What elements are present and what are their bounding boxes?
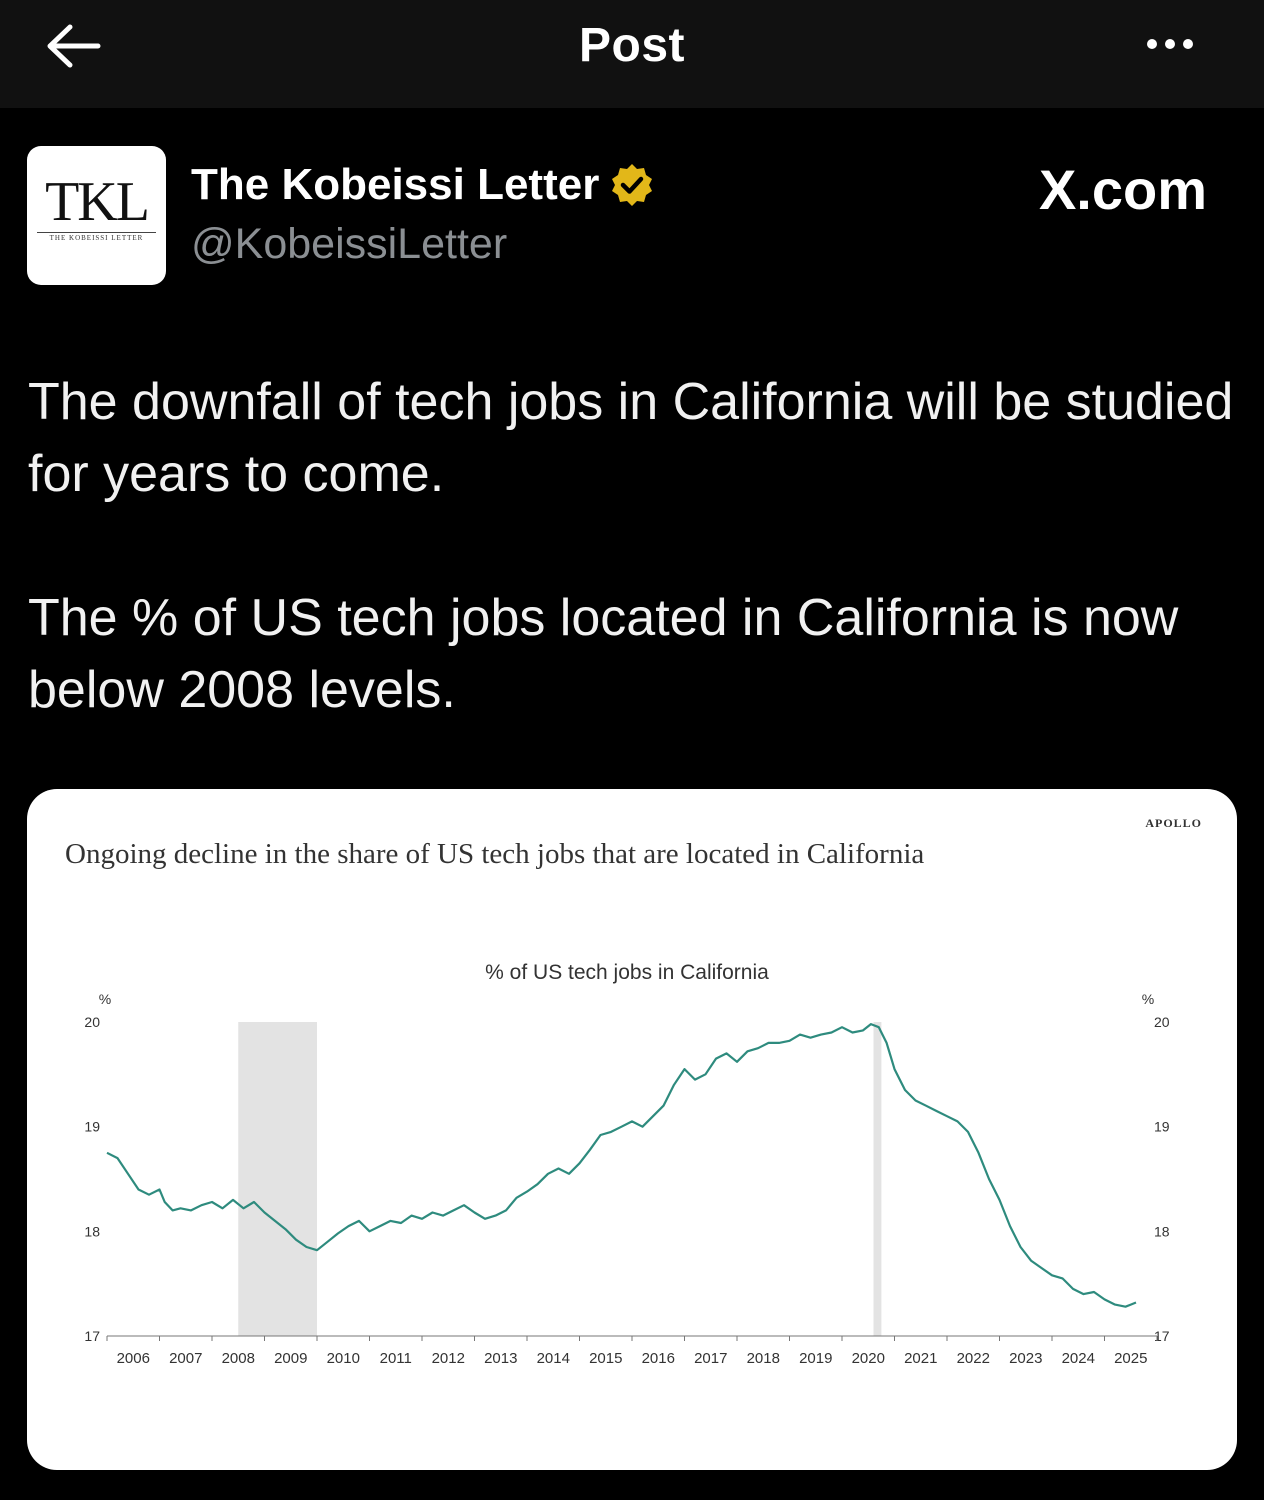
x-tick-label: 2024 — [1062, 1350, 1095, 1367]
x-tick-label: 2019 — [799, 1350, 832, 1367]
more-horizontal-icon — [1147, 39, 1157, 49]
post-text: The downfall of tech jobs in California … — [28, 366, 1238, 798]
avatar[interactable]: TKL THE KOBEISSI LETTER — [27, 146, 166, 285]
x-tick-label: 2015 — [589, 1350, 622, 1367]
avatar-logo-subtext: THE KOBEISSI LETTER — [49, 234, 144, 242]
author-handle[interactable]: @KobeissiLetter — [191, 220, 508, 268]
more-horizontal-icon — [1183, 39, 1193, 49]
x-tick-label: 2008 — [222, 1350, 255, 1367]
x-tick-label: 2020 — [852, 1350, 885, 1367]
y-tick-label-right: 19 — [1154, 1119, 1170, 1135]
y-axis-unit-left: % — [99, 991, 111, 1007]
avatar-divider — [37, 232, 156, 233]
y-tick-label-right: 17 — [1154, 1328, 1170, 1344]
chart-svg: APOLLO Ongoing decline in the share of U… — [65, 816, 1202, 1367]
more-horizontal-icon — [1165, 39, 1175, 49]
x-tick-label: 2014 — [537, 1350, 570, 1367]
x-tick-label: 2010 — [327, 1350, 360, 1367]
recession-shade — [873, 1022, 882, 1336]
x-tick-label: 2009 — [274, 1350, 307, 1367]
x-tick-label: 2021 — [904, 1350, 937, 1367]
avatar-logo-text: TKL — [45, 171, 150, 233]
more-options-button[interactable] — [1138, 26, 1202, 62]
x-tick-label: 2023 — [1009, 1350, 1042, 1367]
post-paragraph: The downfall of tech jobs in California … — [28, 373, 1234, 503]
x-tick-label: 2022 — [957, 1350, 990, 1367]
site-watermark: X.com — [1038, 158, 1207, 221]
x-tick-label: 2011 — [380, 1350, 412, 1367]
post-media-chart[interactable]: APOLLO Ongoing decline in the share of U… — [27, 789, 1237, 1470]
author-name[interactable]: The Kobeissi Letter — [191, 160, 655, 210]
page-title: Post — [578, 19, 685, 72]
y-tick-label-left: 18 — [84, 1223, 100, 1239]
x-tick-label: 2025 — [1114, 1350, 1147, 1367]
chart-title: Ongoing decline in the share of US tech … — [65, 838, 924, 870]
post-paragraph: The % of US tech jobs located in Califor… — [28, 589, 1179, 719]
y-tick-label-right: 20 — [1154, 1014, 1170, 1030]
x-tick-label: 2013 — [484, 1350, 517, 1367]
chart-subtitle: % of US tech jobs in California — [485, 961, 769, 984]
top-bar: Post — [0, 0, 1264, 108]
x-tick-label: 2017 — [694, 1350, 727, 1367]
series-line — [106, 1023, 1137, 1308]
x-tick-label: 2006 — [117, 1350, 150, 1367]
back-button[interactable] — [38, 18, 108, 74]
arrow-left-icon — [47, 24, 101, 68]
chart-brand: APOLLO — [1145, 816, 1202, 830]
y-tick-label-left: 17 — [84, 1328, 100, 1344]
y-tick-label-right: 18 — [1154, 1223, 1170, 1239]
y-axis-unit-right: % — [1142, 991, 1154, 1007]
y-tick-label-left: 20 — [84, 1014, 100, 1030]
y-tick-label-left: 19 — [84, 1119, 100, 1135]
author-name-text: The Kobeissi Letter — [191, 160, 600, 209]
recession-shade — [238, 1022, 317, 1336]
x-tick-label: 2012 — [432, 1350, 465, 1367]
x-tick-label: 2007 — [169, 1350, 202, 1367]
x-tick-label: 2018 — [747, 1350, 780, 1367]
verified-badge-icon — [612, 164, 653, 206]
x-tick-label: 2016 — [642, 1350, 675, 1367]
